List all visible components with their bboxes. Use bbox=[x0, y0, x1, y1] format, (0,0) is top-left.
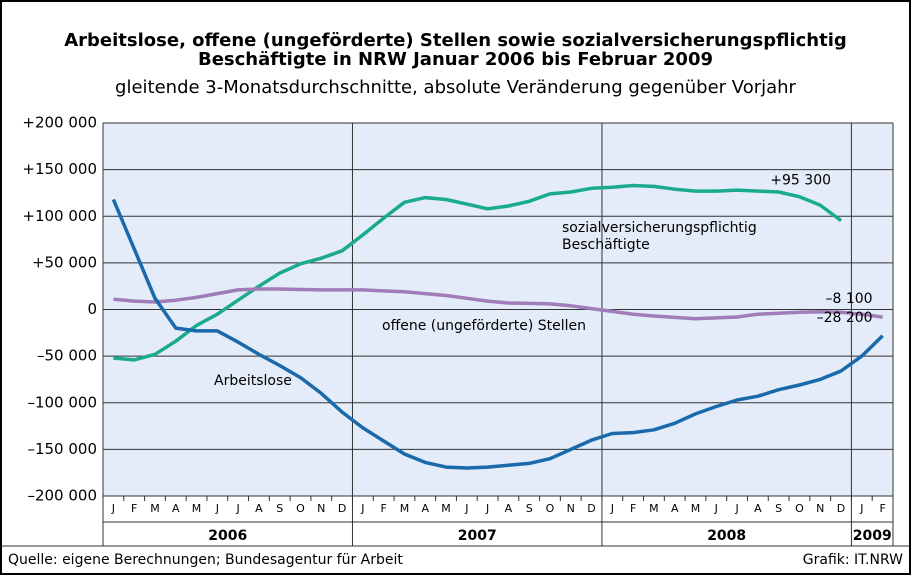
data-label: –8 100 bbox=[826, 291, 873, 307]
x-tick-label: J bbox=[485, 502, 489, 515]
x-tick-label: N bbox=[816, 502, 824, 515]
data-label: +95 300 bbox=[770, 173, 831, 189]
x-tick-label: F bbox=[131, 502, 137, 515]
source: Quelle: eigene Berechnungen; Bundesagent… bbox=[8, 552, 403, 568]
series-label: offene (ungeförderte) Stellen bbox=[382, 318, 586, 334]
data-label: –28 200 bbox=[817, 310, 873, 326]
y-tick-label: –100 000 bbox=[27, 393, 97, 411]
x-tick-label: J bbox=[360, 502, 364, 515]
x-tick-label: A bbox=[505, 502, 513, 515]
y-tick-label: –200 000 bbox=[27, 487, 97, 505]
x-tick-label: J bbox=[610, 502, 614, 515]
x-tick-label: J bbox=[734, 502, 738, 515]
x-tick-label: M bbox=[192, 502, 202, 515]
x-tick-label: S bbox=[526, 502, 533, 515]
series-line bbox=[113, 287, 883, 321]
series-line bbox=[111, 198, 884, 470]
y-tick-label: –150 000 bbox=[27, 440, 97, 458]
x-tick-label: M bbox=[691, 502, 701, 515]
x-tick-label: N bbox=[317, 502, 325, 515]
x-tick-label: D bbox=[587, 502, 595, 515]
x-tick-label: A bbox=[172, 502, 180, 515]
x-tick-label: A bbox=[255, 502, 263, 515]
year-label: 2006 bbox=[208, 528, 247, 544]
x-tick-label: D bbox=[837, 502, 845, 515]
x-tick-label: M bbox=[649, 502, 659, 515]
year-label: 2009 bbox=[853, 528, 892, 544]
y-tick-label: +200 000 bbox=[22, 114, 97, 132]
chart-subtitle: gleitende 3-Monatsdurchschnitte, absolut… bbox=[115, 77, 796, 98]
series-label: Arbeitslose bbox=[214, 373, 292, 389]
x-tick-label: A bbox=[754, 502, 762, 515]
y-tick-label: +50 000 bbox=[32, 253, 97, 271]
x-tick-label: J bbox=[111, 502, 115, 515]
y-tick-label: –50 000 bbox=[37, 347, 97, 365]
y-tick-label: +150 000 bbox=[22, 160, 97, 178]
x-tick-label: J bbox=[714, 502, 718, 515]
x-tick-label: S bbox=[775, 502, 782, 515]
x-tick-label: F bbox=[879, 502, 885, 515]
x-tick-label: J bbox=[215, 502, 219, 515]
x-tick-label: O bbox=[296, 502, 305, 515]
series-line bbox=[113, 183, 843, 362]
x-tick-label: M bbox=[150, 502, 160, 515]
y-tick-label: 0 bbox=[87, 300, 97, 318]
x-tick-label: S bbox=[276, 502, 283, 515]
credit: Grafik: IT.NRW bbox=[802, 552, 903, 568]
y-tick-label: +100 000 bbox=[22, 207, 97, 225]
series-label: sozialversicherungspflichtig Beschäftigt… bbox=[562, 220, 757, 253]
x-tick-label: M bbox=[400, 502, 410, 515]
x-tick-label: J bbox=[236, 502, 240, 515]
x-tick-label: F bbox=[630, 502, 636, 515]
chart-title: Arbeitslose, offene (ungeförderte) Stell… bbox=[64, 30, 847, 70]
x-tick-label: A bbox=[671, 502, 679, 515]
x-tick-label: J bbox=[859, 502, 863, 515]
year-label: 2007 bbox=[458, 528, 497, 544]
x-tick-label: J bbox=[464, 502, 468, 515]
x-tick-label: O bbox=[546, 502, 555, 515]
x-tick-label: A bbox=[421, 502, 429, 515]
x-tick-label: N bbox=[567, 502, 575, 515]
year-label: 2008 bbox=[707, 528, 746, 544]
x-tick-label: F bbox=[380, 502, 386, 515]
x-tick-label: D bbox=[338, 502, 346, 515]
x-tick-label: M bbox=[441, 502, 451, 515]
x-tick-label: O bbox=[795, 502, 804, 515]
